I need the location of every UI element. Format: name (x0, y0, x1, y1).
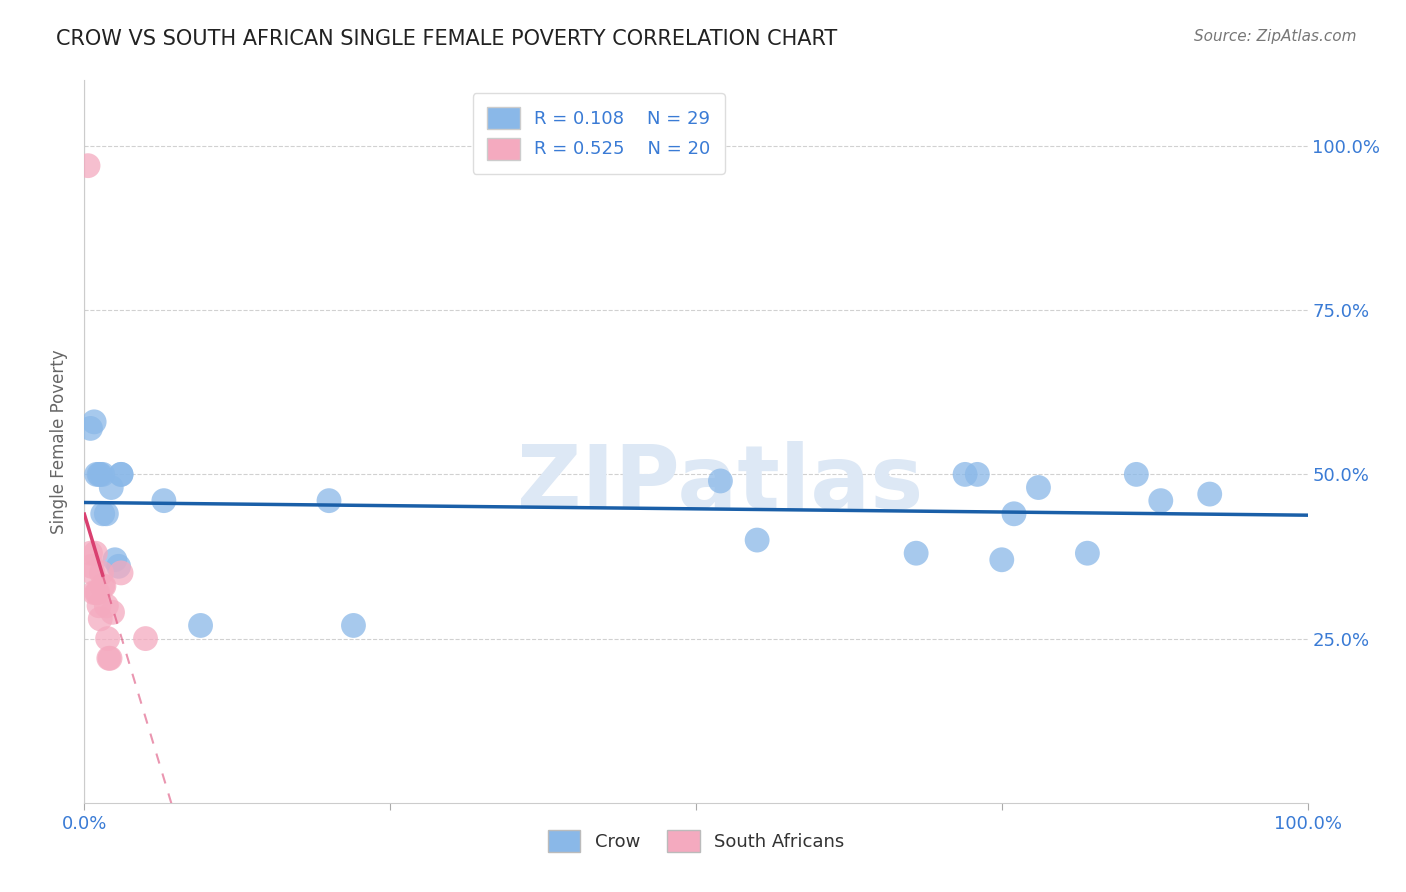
Point (89, 612, 111, 626)
Point (190, 618, 212, 632)
Point (79, 421, 101, 435)
Point (1125, 467, 1147, 482)
Point (110, 566, 132, 580)
Y-axis label: Single Female Poverty: Single Female Poverty (51, 350, 69, 533)
Point (97, 632, 120, 646)
Text: ZIPatlas: ZIPatlas (517, 442, 924, 528)
Point (135, 632, 157, 646)
Point (84, 546, 107, 560)
Point (87, 467, 110, 482)
Point (91, 507, 114, 521)
Text: Source: ZipAtlas.com: Source: ZipAtlas.com (1194, 29, 1357, 44)
Point (709, 474, 731, 488)
Legend: Crow, South Africans: Crow, South Africans (540, 822, 852, 859)
Point (107, 559, 129, 574)
Point (79, 546, 101, 560)
Point (91, 467, 114, 482)
Point (318, 493, 340, 508)
Point (96, 599, 118, 613)
Point (93, 579, 115, 593)
Point (100, 481, 122, 495)
Point (96, 507, 118, 521)
Point (905, 546, 928, 560)
Point (86, 585, 108, 599)
Point (153, 493, 176, 508)
Point (953, 467, 976, 482)
Point (80, 559, 103, 574)
Point (90, 566, 112, 580)
Point (1198, 487, 1220, 501)
Point (89, 467, 111, 482)
Point (110, 467, 132, 482)
Point (1028, 481, 1050, 495)
Point (83, 585, 105, 599)
Point (1150, 493, 1173, 508)
Point (83, 415, 105, 429)
Point (91, 579, 114, 593)
Point (87, 599, 110, 613)
Point (342, 618, 364, 632)
Text: CROW VS SOUTH AFRICAN SINGLE FEMALE POVERTY CORRELATION CHART: CROW VS SOUTH AFRICAN SINGLE FEMALE POVE… (56, 29, 838, 48)
Point (1002, 507, 1025, 521)
Point (1076, 546, 1098, 560)
Point (110, 467, 132, 482)
Point (87, 585, 110, 599)
Point (82, 566, 104, 580)
Point (77, 159, 100, 173)
Point (97, 651, 120, 665)
Point (98, 651, 121, 665)
Point (747, 533, 769, 547)
Point (991, 553, 1014, 567)
Point (86, 467, 108, 482)
Point (101, 605, 124, 619)
Point (966, 467, 988, 482)
Point (104, 553, 127, 567)
